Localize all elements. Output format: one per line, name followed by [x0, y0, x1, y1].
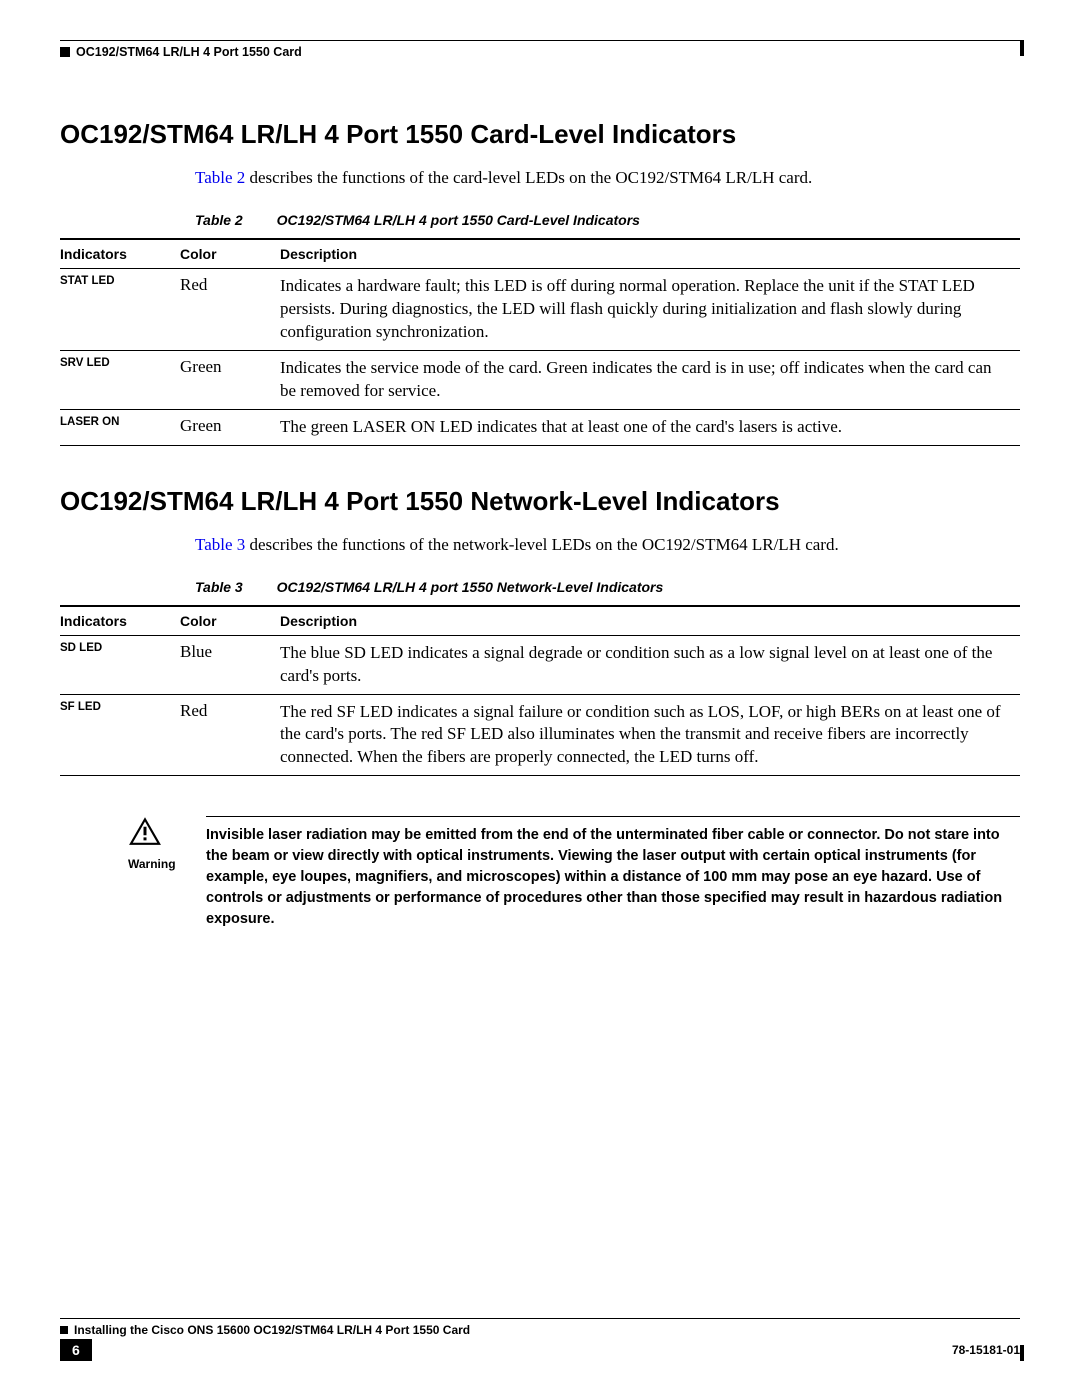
t3-r0-ind: SD LED [60, 635, 180, 694]
t2-r0-col: Red [180, 269, 280, 351]
square-bullet-icon [60, 1326, 68, 1334]
corner-mark-tr [1020, 40, 1024, 56]
t2-col-indicators: Indicators [60, 239, 180, 269]
corner-mark-br [1020, 1345, 1024, 1361]
section1-intro: Table 2 describes the functions of the c… [60, 168, 1020, 188]
t3-r1-ind: SF LED [60, 694, 180, 776]
table-row: LASER ON Green The green LASER ON LED in… [60, 409, 1020, 445]
warning-label: Warning [128, 857, 188, 871]
section2-heading: OC192/STM64 LR/LH 4 Port 1550 Network-Le… [60, 486, 1020, 517]
footer-rule [60, 1318, 1020, 1319]
table2-caption-label: Table 2 [195, 212, 243, 228]
table-row: SRV LED Green Indicates the service mode… [60, 350, 1020, 409]
running-header: OC192/STM64 LR/LH 4 Port 1550 Card [60, 45, 1020, 59]
t2-r2-desc: The green LASER ON LED indicates that at… [280, 409, 1020, 445]
page-footer: Installing the Cisco ONS 15600 OC192/STM… [60, 1318, 1020, 1361]
t2-r2-col: Green [180, 409, 280, 445]
table2: Indicators Color Description STAT LED Re… [60, 238, 1020, 446]
t3-col-indicators: Indicators [60, 606, 180, 636]
square-bullet-icon [60, 47, 70, 57]
table2-caption-text: OC192/STM64 LR/LH 4 port 1550 Card-Level… [277, 212, 640, 228]
t2-col-color: Color [180, 239, 280, 269]
section1-heading: OC192/STM64 LR/LH 4 Port 1550 Card-Level… [60, 119, 1020, 150]
table-row: STAT LED Red Indicates a hardware fault;… [60, 269, 1020, 351]
t2-r1-col: Green [180, 350, 280, 409]
section2-intro: Table 3 describes the functions of the n… [60, 535, 1020, 555]
table3: Indicators Color Description SD LED Blue… [60, 605, 1020, 777]
section1-intro-text: describes the functions of the card-leve… [245, 168, 812, 187]
t3-r0-desc: The blue SD LED indicates a signal degra… [280, 635, 1020, 694]
table3-caption-label: Table 3 [195, 579, 243, 595]
section2-intro-text: describes the functions of the network-l… [245, 535, 838, 554]
warning-rule [206, 816, 1020, 817]
header-rule [60, 40, 1020, 41]
t3-r1-desc: The red SF LED indicates a signal failur… [280, 694, 1020, 776]
t2-r1-desc: Indicates the service mode of the card. … [280, 350, 1020, 409]
table3-link[interactable]: Table 3 [195, 535, 245, 554]
t3-r0-col: Blue [180, 635, 280, 694]
t2-col-desc: Description [280, 239, 1020, 269]
t2-r0-desc: Indicates a hardware fault; this LED is … [280, 269, 1020, 351]
chapter-title: OC192/STM64 LR/LH 4 Port 1550 Card [76, 45, 302, 59]
footer-title: Installing the Cisco ONS 15600 OC192/STM… [74, 1323, 470, 1337]
t2-r1-ind: SRV LED [60, 350, 180, 409]
document-id: 78-15181-01 [952, 1343, 1020, 1357]
table-row: SD LED Blue The blue SD LED indicates a … [60, 635, 1020, 694]
t3-r1-col: Red [180, 694, 280, 776]
table3-caption-text: OC192/STM64 LR/LH 4 port 1550 Network-Le… [277, 579, 664, 595]
page-number: 6 [60, 1339, 92, 1361]
warning-text: Invisible laser radiation may be emitted… [206, 825, 1020, 930]
table2-link[interactable]: Table 2 [195, 168, 245, 187]
table-row: SF LED Red The red SF LED indicates a si… [60, 694, 1020, 776]
warning-block: Warning Invisible laser radiation may be… [60, 816, 1020, 930]
t3-col-desc: Description [280, 606, 1020, 636]
table3-caption: Table 3 OC192/STM64 LR/LH 4 port 1550 Ne… [60, 579, 1020, 595]
t3-col-color: Color [180, 606, 280, 636]
t2-r0-ind: STAT LED [60, 269, 180, 351]
table2-caption: Table 2 OC192/STM64 LR/LH 4 port 1550 Ca… [60, 212, 1020, 228]
warning-icon [128, 833, 162, 850]
t2-r2-ind: LASER ON [60, 409, 180, 445]
